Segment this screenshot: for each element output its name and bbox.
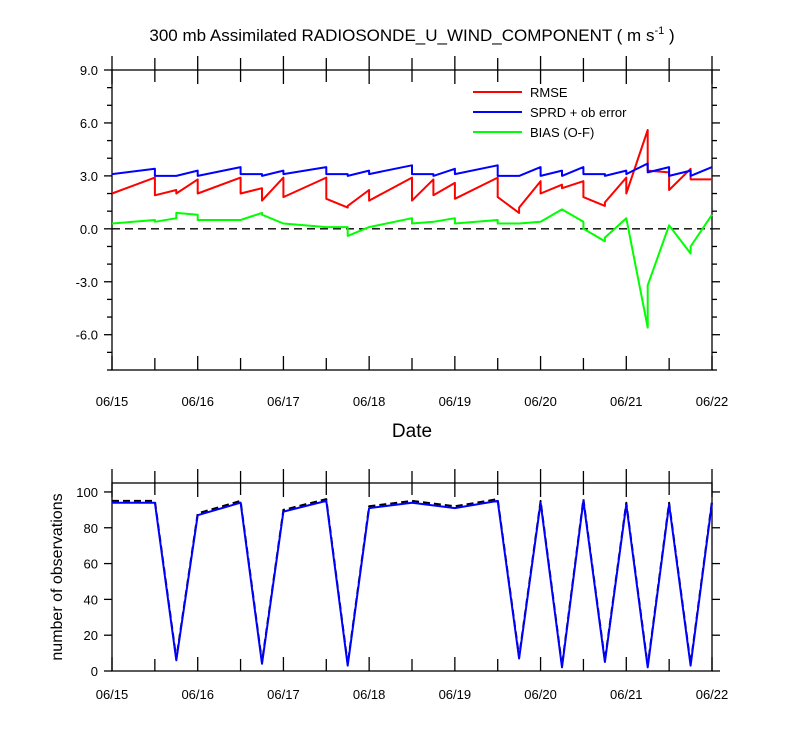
y-tick-label: 3.0 (80, 169, 98, 184)
x-tick-label: 06/18 (353, 687, 386, 702)
series-line-sprd-ob-error (111, 162, 713, 177)
series-line-rmse (111, 129, 712, 214)
series-line-used (112, 499, 713, 669)
legend-label: SPRD + ob error (530, 105, 627, 120)
legend: RMSE SPRD + ob error BIAS (O-F) (473, 85, 627, 140)
y-tick-label: 100 (76, 485, 98, 500)
x-tick-label: 06/17 (267, 394, 300, 409)
x-axis-label: Date (392, 421, 432, 442)
chart-title-suffix: ) (664, 26, 674, 45)
bottom-x-tick-labels: 06/15 06/16 06/17 06/18 06/19 06/20 06/21 06/22 (96, 687, 729, 702)
y-tick-label: -3.0 (76, 275, 98, 290)
x-tick-label: 06/15 (96, 687, 129, 702)
x-tick-label: 06/18 (353, 394, 386, 409)
legend-label: BIAS (O-F) (530, 125, 594, 140)
y-tick-label: 9.0 (80, 63, 98, 78)
chart-title-exponent: -1 (654, 25, 664, 37)
x-tick-label: 06/15 (96, 394, 129, 409)
chart-title: 300 mb Assimilated RADIOSONDE_U_WIND_COM… (149, 25, 674, 45)
top-axis-ticks (104, 56, 720, 371)
x-tick-label: 06/16 (181, 394, 214, 409)
x-tick-label: 06/21 (610, 394, 643, 409)
series-line-possible (112, 498, 713, 667)
y-tick-label: 20 (84, 628, 98, 643)
series-line-bias-o-f (111, 208, 713, 329)
chart-title-text: 300 mb Assimilated RADIOSONDE_U_WIND_COM… (149, 26, 654, 45)
top-series-group (111, 129, 713, 329)
top-panel: 300 mb Assimilated RADIOSONDE_U_WIND_COM… (76, 25, 729, 442)
x-tick-label: 06/20 (524, 687, 557, 702)
y-tick-label: 0 (91, 664, 98, 679)
x-tick-label: 06/21 (610, 687, 643, 702)
y-tick-label: 0.0 (80, 222, 98, 237)
bottom-y-tick-labels: 0 20 40 60 80 100 (76, 485, 98, 679)
top-y-tick-labels: 9.0 6.0 3.0 0.0 -3.0 -6.0 (76, 63, 98, 343)
x-tick-label: 06/20 (524, 394, 557, 409)
y-tick-label: -6.0 (76, 328, 98, 343)
x-tick-label: 06/22 (696, 687, 729, 702)
x-tick-label: 06/16 (181, 687, 214, 702)
y-tick-label: 80 (84, 521, 98, 536)
y-tick-label: 60 (84, 557, 98, 572)
y-tick-label: 6.0 (80, 116, 98, 131)
x-tick-label: 06/17 (267, 687, 300, 702)
top-x-tick-labels: 06/15 06/16 06/17 06/18 06/19 06/20 06/21 06/22 (96, 394, 729, 409)
x-tick-label: 06/19 (439, 394, 472, 409)
y-tick-label: 40 (84, 592, 98, 607)
bottom-series-group (112, 498, 713, 669)
x-tick-label: 06/22 (696, 394, 729, 409)
x-tick-label: 06/19 (439, 687, 472, 702)
legend-label: RMSE (530, 85, 568, 100)
bottom-axis-ticks (104, 469, 720, 672)
bottom-y-axis-label: number of observations (49, 493, 66, 660)
